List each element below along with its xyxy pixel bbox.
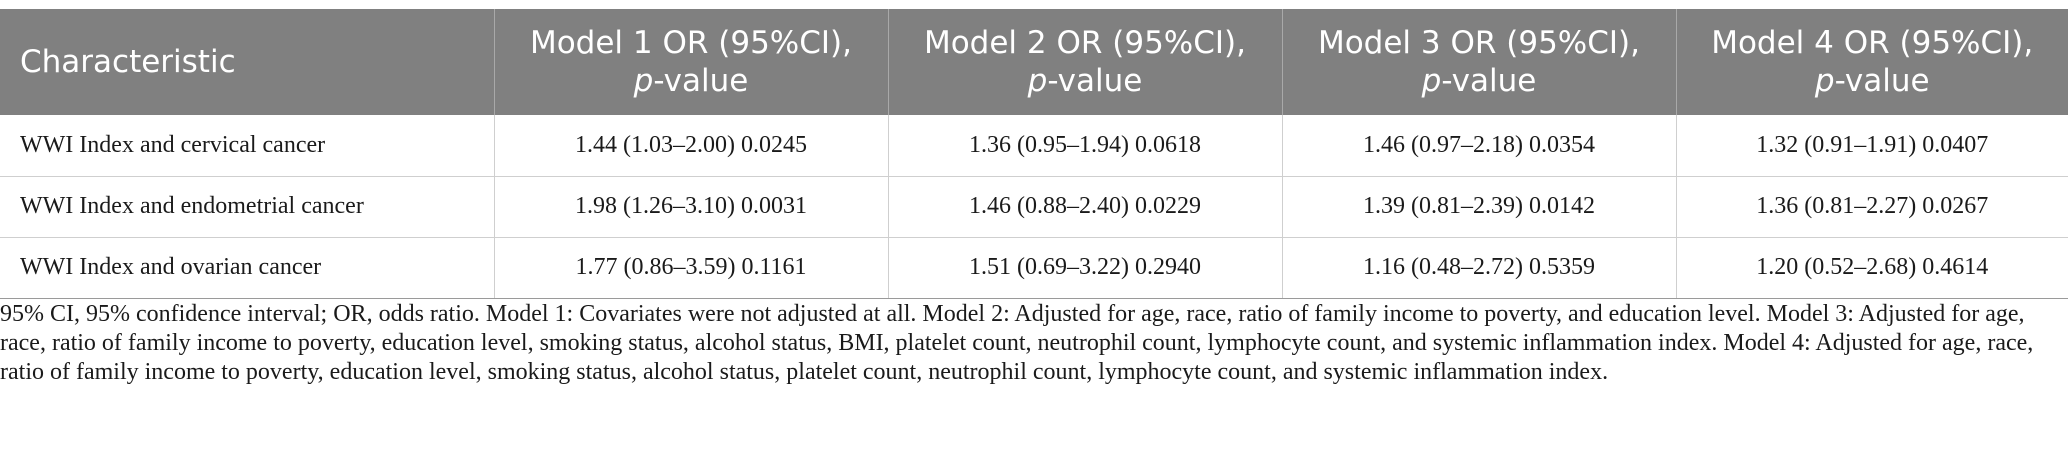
- table-footnote: 95% CI, 95% confidence interval; OR, odd…: [0, 301, 2034, 385]
- row-label: WWI Index and endometrial cancer: [0, 176, 495, 238]
- results-table-container: Characteristic Model 1 OR (95%CI), p-val…: [0, 9, 2068, 299]
- header-model-1: Model 1 OR (95%CI), p-value: [494, 9, 889, 115]
- header-characteristic: Characteristic: [0, 9, 495, 115]
- table-cell: 1.20 (0.52–2.68) 0.4614: [1676, 237, 2068, 299]
- table-cell: 1.36 (0.81–2.27) 0.0267: [1676, 176, 2068, 238]
- header-row: Characteristic Model 1 OR (95%CI), p-val…: [0, 9, 2068, 115]
- table-cell: 1.46 (0.88–2.40) 0.0229: [888, 176, 1283, 238]
- row-label: WWI Index and ovarian cancer: [0, 237, 495, 299]
- table-cell: 1.39 (0.81–2.39) 0.0142: [1282, 176, 1677, 238]
- row-label: WWI Index and cervical cancer: [0, 115, 495, 177]
- table-cell: 1.77 (0.86–3.59) 0.1161: [494, 237, 889, 299]
- header-model-2: Model 2 OR (95%CI), p-value: [888, 9, 1283, 115]
- header-model-3: Model 3 OR (95%CI), p-value: [1282, 9, 1677, 115]
- table-cell: 1.44 (1.03–2.00) 0.0245: [494, 115, 889, 177]
- table-cell: 1.98 (1.26–3.10) 0.0031: [494, 176, 889, 238]
- table-cell: 1.36 (0.95–1.94) 0.0618: [888, 115, 1283, 177]
- table-cell: 1.32 (0.91–1.91) 0.0407: [1676, 115, 2068, 177]
- table-cell: 1.51 (0.69–3.22) 0.2940: [888, 237, 1283, 299]
- table-cell: 1.16 (0.48–2.72) 0.5359: [1282, 237, 1677, 299]
- table-cell: 1.46 (0.97–2.18) 0.0354: [1282, 115, 1677, 177]
- table-row: WWI Index and ovarian cancer 1.77 (0.86–…: [0, 237, 2068, 299]
- header-model-4: Model 4 OR (95%CI), p-value: [1676, 9, 2068, 115]
- results-table: Characteristic Model 1 OR (95%CI), p-val…: [0, 9, 2068, 299]
- table-row: WWI Index and endometrial cancer 1.98 (1…: [0, 176, 2068, 238]
- table-row: WWI Index and cervical cancer 1.44 (1.03…: [0, 115, 2068, 177]
